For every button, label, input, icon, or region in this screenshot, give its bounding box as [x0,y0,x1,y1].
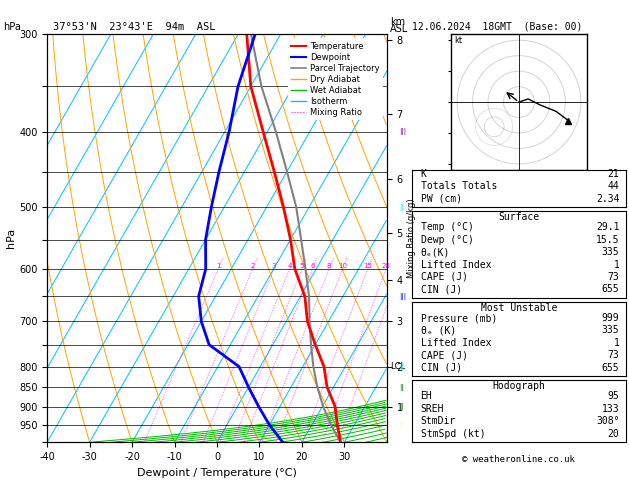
Text: 44: 44 [608,181,620,191]
Text: θₑ(K): θₑ(K) [421,247,450,257]
Legend: Temperature, Dewpoint, Parcel Trajectory, Dry Adiabat, Wet Adiabat, Isotherm, Mi: Temperature, Dewpoint, Parcel Trajectory… [288,38,382,121]
Text: CAPE (J): CAPE (J) [421,272,467,282]
Text: 1: 1 [216,263,220,269]
Text: Mixing Ratio (g/kg): Mixing Ratio (g/kg) [408,198,416,278]
Text: Temp (°C): Temp (°C) [421,222,474,232]
Text: SREH: SREH [421,404,444,414]
Text: Hodograph: Hodograph [493,382,545,391]
Text: 95: 95 [608,391,620,401]
Text: 4: 4 [287,263,292,269]
Text: 2: 2 [250,263,255,269]
Text: 73: 73 [608,350,620,360]
Text: kt: kt [454,36,462,45]
Text: 37°53'N  23°43'E  94m  ASL: 37°53'N 23°43'E 94m ASL [53,21,216,32]
Text: Totals Totals: Totals Totals [421,181,497,191]
Text: km: km [390,17,405,27]
X-axis label: Dewpoint / Temperature (°C): Dewpoint / Temperature (°C) [137,468,297,478]
Text: K: K [421,169,426,179]
Text: 8: 8 [327,263,331,269]
Text: ||: || [399,403,404,410]
Text: 29.1: 29.1 [596,222,620,232]
Text: Most Unstable: Most Unstable [481,303,557,313]
Text: Surface: Surface [498,212,540,223]
Text: Lifted Index: Lifted Index [421,338,491,348]
Text: CAPE (J): CAPE (J) [421,350,467,360]
Text: CIN (J): CIN (J) [421,363,462,373]
Text: 73: 73 [608,272,620,282]
Text: Dewp (°C): Dewp (°C) [421,235,474,245]
Text: 12.06.2024  18GMT  (Base: 00): 12.06.2024 18GMT (Base: 00) [412,21,582,32]
Text: 5: 5 [300,263,304,269]
Text: |: | [399,421,402,428]
Text: 2.34: 2.34 [596,193,620,204]
Text: EH: EH [421,391,432,401]
Text: |||: ||| [399,293,406,300]
Text: 999: 999 [602,313,620,323]
Text: 335: 335 [602,326,620,335]
Text: StmSpd (kt): StmSpd (kt) [421,429,485,438]
Text: ||: || [399,204,404,211]
Text: ||: || [399,363,404,370]
Y-axis label: hPa: hPa [6,228,16,248]
Text: 6: 6 [310,263,314,269]
Text: hPa: hPa [3,21,21,32]
Text: © weatheronline.co.uk: © weatheronline.co.uk [462,455,576,464]
Text: |||: ||| [399,128,406,135]
Text: 133: 133 [602,404,620,414]
Text: 15.5: 15.5 [596,235,620,245]
Text: 20: 20 [608,429,620,438]
Text: 21: 21 [608,169,620,179]
Text: ASL: ASL [390,24,408,34]
Text: LCL: LCL [390,362,405,371]
Text: 655: 655 [602,284,620,295]
Text: CIN (J): CIN (J) [421,284,462,295]
Text: 308°: 308° [596,416,620,426]
Text: θₑ (K): θₑ (K) [421,326,456,335]
Text: 335: 335 [602,247,620,257]
Text: 1: 1 [613,260,620,270]
Text: StmDir: StmDir [421,416,456,426]
Text: Pressure (mb): Pressure (mb) [421,313,497,323]
Text: 655: 655 [602,363,620,373]
Text: ||: || [399,383,404,391]
Text: PW (cm): PW (cm) [421,193,462,204]
Text: Lifted Index: Lifted Index [421,260,491,270]
Text: 10: 10 [338,263,347,269]
Text: 15: 15 [363,263,372,269]
Text: 3: 3 [272,263,276,269]
Text: 20: 20 [381,263,391,269]
Text: 1: 1 [613,338,620,348]
